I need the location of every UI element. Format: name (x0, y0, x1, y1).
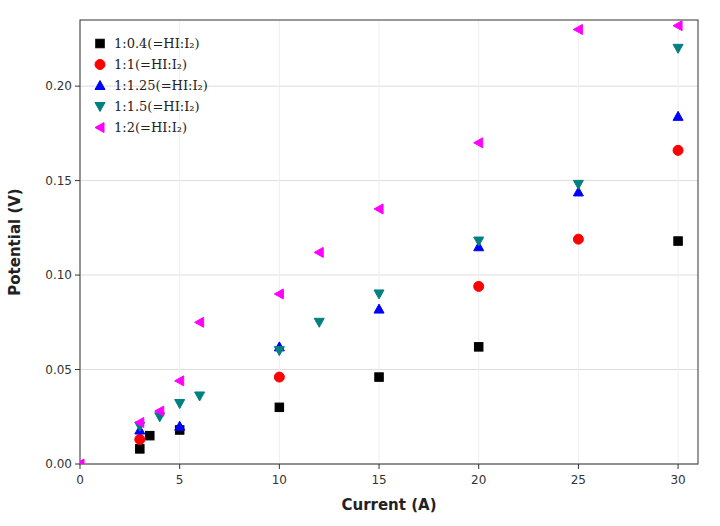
point (195, 317, 204, 327)
series (135, 111, 683, 434)
grid (80, 20, 698, 464)
point (274, 289, 283, 299)
tick (678, 464, 679, 469)
point (175, 421, 185, 430)
data (80, 21, 683, 464)
point (314, 318, 324, 327)
point (274, 372, 284, 382)
point (135, 434, 145, 444)
series (136, 237, 683, 453)
point (573, 24, 582, 34)
tick (75, 275, 80, 276)
tick (279, 464, 280, 469)
tick (179, 464, 180, 469)
point (673, 111, 683, 120)
point (474, 237, 484, 246)
chart: 0.00 0.05 0.10 0.15 0.20 0 5 10 15 20 25 30 Current … (0, 0, 720, 526)
series (135, 44, 683, 431)
point (375, 373, 384, 382)
point (80, 459, 84, 464)
legend-marker (96, 39, 105, 48)
y-axis-label: Potential (V) (6, 188, 24, 295)
grid-line (80, 180, 698, 181)
point (155, 406, 164, 416)
tick-label: 0.00 (45, 457, 72, 471)
legend-label: 1:2(=HI:I₂) (114, 120, 187, 135)
grid-line (379, 20, 380, 464)
tick-label: 5 (176, 473, 184, 487)
legend-marker (95, 60, 105, 70)
tick (80, 464, 81, 469)
point (474, 343, 483, 352)
grid-line (80, 275, 698, 276)
tick (478, 464, 479, 469)
point (195, 392, 205, 401)
grid-line (80, 369, 698, 370)
tick-label: 20 (471, 473, 486, 487)
point (674, 237, 683, 246)
tick-label: 30 (670, 473, 685, 487)
tick (75, 86, 80, 87)
tick (578, 464, 579, 469)
tick-label: 10 (272, 473, 287, 487)
point (673, 21, 682, 31)
grid-line (279, 20, 280, 464)
point (374, 290, 384, 299)
tick (75, 180, 80, 181)
series (80, 21, 682, 464)
tick-label: 0.05 (45, 363, 72, 377)
tick-label: 15 (371, 473, 386, 487)
legend-label: 1:0.4(=HI:I₂) (114, 36, 200, 51)
tick (75, 464, 80, 465)
point (673, 44, 683, 53)
point (175, 400, 185, 409)
legend-label: 1:1.25(=HI:I₂) (114, 78, 208, 93)
point (274, 347, 284, 356)
point (175, 376, 184, 386)
legend-label: 1:1.5(=HI:I₂) (114, 99, 200, 114)
series (135, 145, 683, 444)
x-axis-label: Current (A) (341, 496, 436, 514)
plot-area (80, 20, 698, 464)
legend-marker (95, 103, 105, 112)
point (275, 403, 284, 412)
plot-frame (80, 20, 698, 464)
point (673, 145, 683, 155)
legend: 1:0.4(=HI:I₂) 1:1(=HI:I₂) 1:1.25(=HI:I₂) 1:… (95, 36, 208, 135)
point (573, 234, 583, 244)
tick (75, 369, 80, 370)
point (474, 281, 484, 291)
tick-label: 0.20 (45, 79, 72, 93)
point (573, 180, 583, 189)
tick-label: 0 (76, 473, 84, 487)
point (474, 138, 483, 148)
tick-label: 0.15 (45, 174, 72, 188)
legend-label: 1:1(=HI:I₂) (114, 57, 187, 72)
tick (379, 464, 380, 469)
point (374, 304, 384, 313)
legend-marker (95, 123, 104, 133)
tick-label: 25 (571, 473, 586, 487)
point (146, 431, 155, 440)
axes: 0.00 0.05 0.10 0.15 0.20 0 5 10 15 20 25 30 (45, 79, 685, 487)
point (135, 417, 144, 427)
point (314, 247, 323, 257)
legend-marker (95, 81, 105, 90)
point (374, 204, 383, 214)
point (136, 445, 145, 454)
tick-label: 0.10 (45, 268, 72, 282)
